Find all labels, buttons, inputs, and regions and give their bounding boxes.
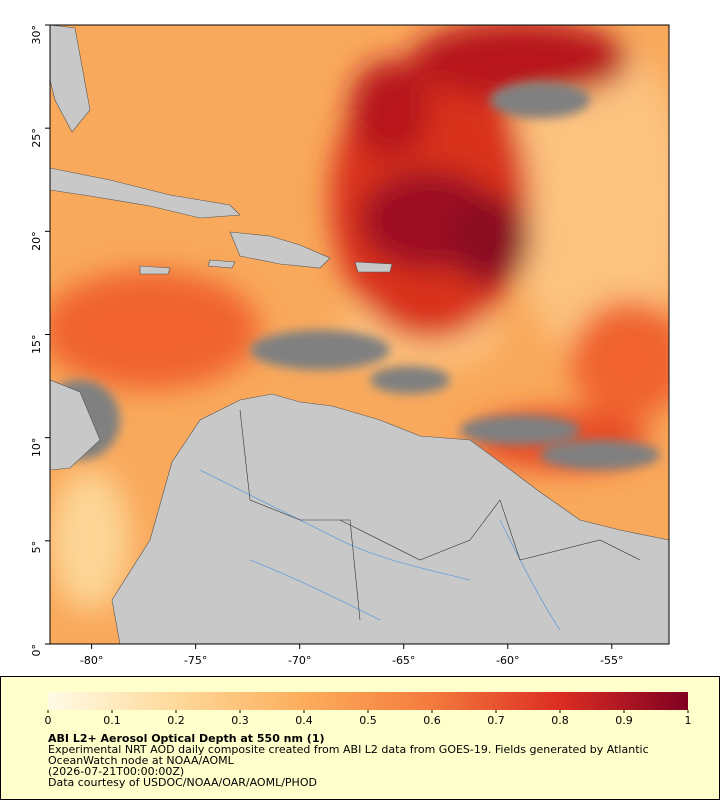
y-tick-label: 0° [30,644,43,657]
colorbar-tick-label: 0.4 [295,714,313,727]
caption-line: Data courtesy of USDOC/NOAA/OAR/AOML/PHO… [48,776,317,789]
caption-line: OceanWatch node at NOAA/AOML [48,754,235,767]
colorbar-tick-label: 0.1 [103,714,121,727]
x-tick-label: -70° [288,654,311,667]
caption-line: Experimental NRT AOD daily composite cre… [48,743,649,756]
y-tick-label: 30° [30,25,43,45]
x-tick-label: -80° [80,654,103,667]
y-tick-label: 10° [30,438,43,458]
x-tick-label: -75° [184,654,207,667]
colorbar-tick-label: 0.3 [231,714,249,727]
colorbar-tick-label: 1 [685,714,692,727]
colorbar-tick-label: 0.5 [359,714,377,727]
colorbar-tick-label: 0.6 [423,714,441,727]
y-tick-label: 15° [30,335,43,355]
colorbar-tick-label: 0.7 [487,714,505,727]
colorbar-tick-label: 0.2 [167,714,185,727]
y-tick-label: 25° [30,128,43,148]
x-tick-label: -65° [392,654,415,667]
y-tick-label: 20° [30,231,43,251]
x-tick-label: -60° [496,654,519,667]
map [50,25,669,644]
x-tick-label: -55° [600,654,623,667]
colorbar-tick-label: 0 [45,714,52,727]
colorbar-tick-label: 0.8 [551,714,569,727]
colorbar [48,692,688,710]
title: ABI L2+ Aerosol Optical Depth at 550 nm … [48,732,325,745]
y-tick-label: 5° [30,541,43,554]
colorbar-tick-label: 0.9 [615,714,633,727]
caption-line: (2026-07-21T00:00:00Z) [48,765,184,778]
